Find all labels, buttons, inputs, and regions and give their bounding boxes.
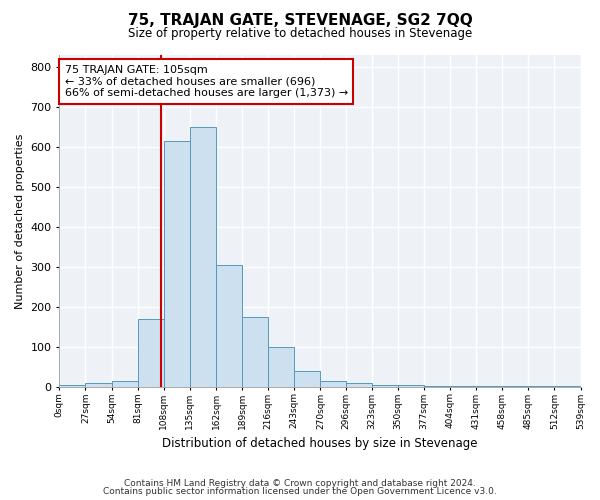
- Text: Contains HM Land Registry data © Crown copyright and database right 2024.: Contains HM Land Registry data © Crown c…: [124, 478, 476, 488]
- X-axis label: Distribution of detached houses by size in Stevenage: Distribution of detached houses by size …: [162, 437, 478, 450]
- Text: 75 TRAJAN GATE: 105sqm
← 33% of detached houses are smaller (696)
66% of semi-de: 75 TRAJAN GATE: 105sqm ← 33% of detached…: [65, 65, 348, 98]
- Bar: [398, 384, 424, 386]
- Bar: [294, 370, 320, 386]
- Bar: [216, 265, 242, 386]
- Text: Contains public sector information licensed under the Open Government Licence v3: Contains public sector information licen…: [103, 487, 497, 496]
- Y-axis label: Number of detached properties: Number of detached properties: [15, 133, 25, 308]
- Bar: [190, 127, 216, 386]
- Bar: [320, 380, 346, 386]
- Bar: [164, 141, 190, 386]
- Text: Size of property relative to detached houses in Stevenage: Size of property relative to detached ho…: [128, 28, 472, 40]
- Bar: [137, 319, 164, 386]
- Bar: [268, 347, 294, 387]
- Bar: [371, 384, 398, 386]
- Text: 75, TRAJAN GATE, STEVENAGE, SG2 7QQ: 75, TRAJAN GATE, STEVENAGE, SG2 7QQ: [128, 12, 472, 28]
- Bar: [85, 382, 112, 386]
- Bar: [59, 384, 85, 386]
- Bar: [112, 380, 137, 386]
- Bar: [242, 317, 268, 386]
- Bar: [346, 382, 371, 386]
